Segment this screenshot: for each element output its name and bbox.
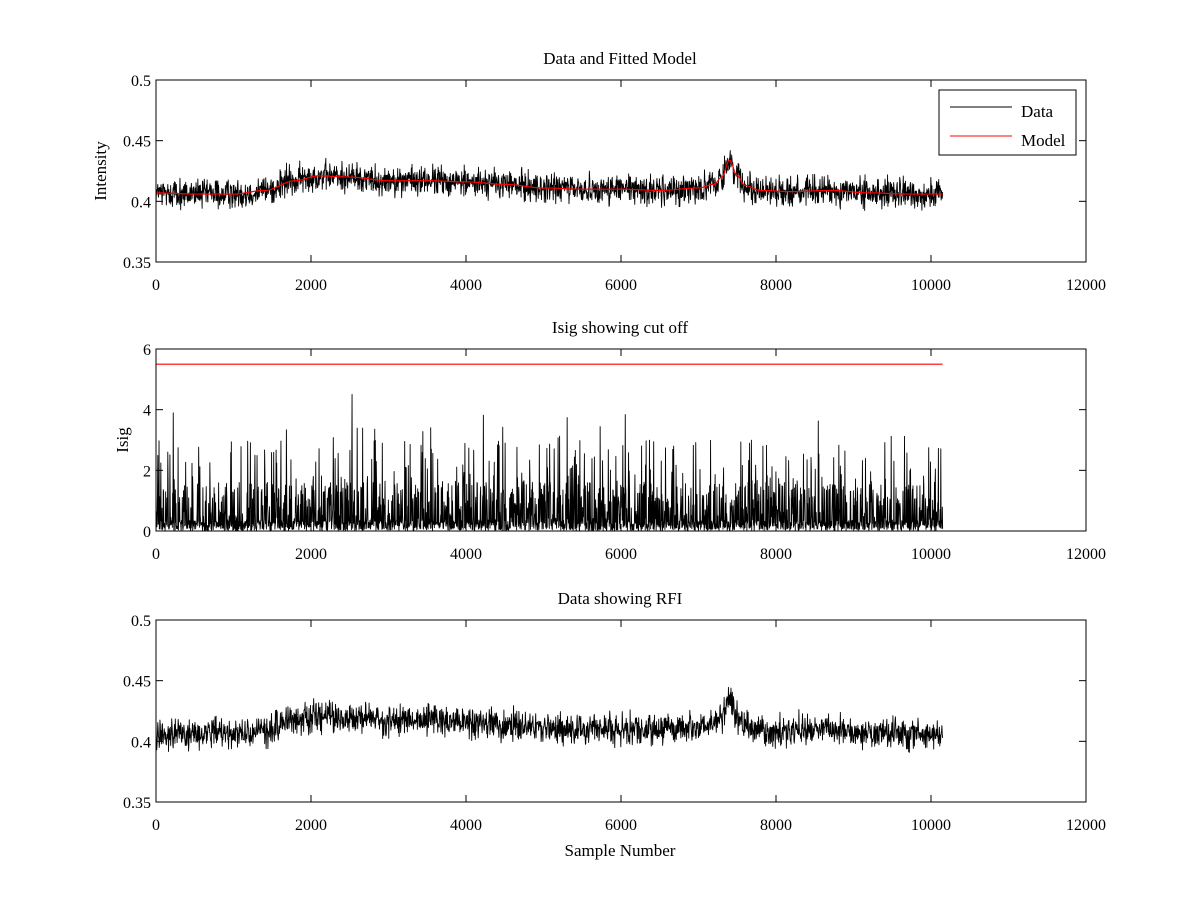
y-tick-label: 0.5 xyxy=(131,613,151,630)
y-tick-label: 0.5 xyxy=(131,73,151,90)
series-line-series-0 xyxy=(155,686,944,753)
y-tick-label: 0 xyxy=(143,524,151,541)
x-tick-label: 12000 xyxy=(1066,546,1106,563)
y-tick-label: 0.45 xyxy=(123,134,151,151)
x-tick-label: 8000 xyxy=(760,277,792,294)
y-tick-label: 0.35 xyxy=(123,255,151,272)
y-tick-label: 0.4 xyxy=(131,734,151,751)
chart-panel-data-and-model: Data and Fitted Model Intensity 0 2000 400… xyxy=(91,49,1106,294)
y-axis-label: Intensity xyxy=(91,141,110,201)
y-tick-label: 6 xyxy=(143,342,151,359)
x-tick-label: 2000 xyxy=(295,817,327,834)
chart-panel-isig: Isig showing cut off Isig 0 2000 4000 6000 8… xyxy=(113,318,1106,563)
chart-title: Data and Fitted Model xyxy=(543,49,697,68)
y-axis-label: Isig xyxy=(113,427,132,453)
y-tick-label: 0.4 xyxy=(131,194,151,211)
y-tick-label: 2 xyxy=(143,463,151,480)
chart-panel-rfi: Data showing RFI Sample Number 0 2000 4000… xyxy=(123,589,1106,860)
legend-box xyxy=(938,89,1077,156)
x-tick-label: 4000 xyxy=(450,817,482,834)
x-tick-label: 10000 xyxy=(911,277,951,294)
plot-area: 0 2000 4000 6000 8000 10000 12000 0 2 4 6 xyxy=(143,342,1106,563)
x-tick-label: 4000 xyxy=(450,546,482,563)
x-tick-label: 6000 xyxy=(605,277,637,294)
plot-area: 0 2000 4000 6000 8000 10000 12000 0.35 0.4 0.45 0.… xyxy=(123,613,1106,834)
x-tick-label: 0 xyxy=(152,546,160,563)
x-tick-label: 12000 xyxy=(1066,277,1106,294)
x-tick-label: 8000 xyxy=(760,546,792,563)
x-tick-label: 4000 xyxy=(450,277,482,294)
x-tick-label: 0 xyxy=(152,817,160,834)
chart-title: Isig showing cut off xyxy=(552,318,688,337)
y-tick-label: 0.35 xyxy=(123,795,151,812)
x-tick-label: 2000 xyxy=(295,546,327,563)
y-tick-label: 0.45 xyxy=(123,674,151,691)
plot-background xyxy=(156,620,1086,802)
x-tick-label: 0 xyxy=(152,277,160,294)
legend: Data Model xyxy=(938,89,1077,156)
legend-entry-model: Model xyxy=(1021,131,1066,150)
legend-entry-data: Data xyxy=(1021,102,1054,121)
x-tick-label: 12000 xyxy=(1066,817,1106,834)
x-tick-label: 6000 xyxy=(605,817,637,834)
plot-background xyxy=(156,80,1086,262)
x-tick-label: 6000 xyxy=(605,546,637,563)
series-line-series-0 xyxy=(155,394,944,532)
x-axis-label: Sample Number xyxy=(565,841,676,860)
y-tick-label: 4 xyxy=(143,403,151,420)
x-tick-label: 10000 xyxy=(911,546,951,563)
chart-title: Data showing RFI xyxy=(558,589,683,608)
series-line-model xyxy=(156,159,943,195)
series-line-data xyxy=(155,150,944,211)
x-tick-label: 8000 xyxy=(760,817,792,834)
plot-area: 0 2000 4000 6000 8000 10000 12000 0.35 0.4 0.45 0.… xyxy=(123,73,1106,294)
x-tick-label: 2000 xyxy=(295,277,327,294)
x-tick-label: 10000 xyxy=(911,817,951,834)
